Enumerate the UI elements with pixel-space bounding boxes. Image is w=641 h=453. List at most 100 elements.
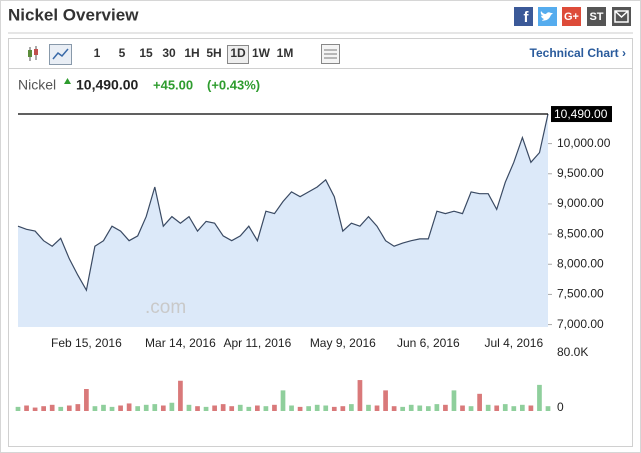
x-tick-label: Jul 4, 2016 xyxy=(484,336,543,350)
volume-bar xyxy=(66,405,72,411)
volume-bar xyxy=(169,402,175,411)
volume-bar xyxy=(528,405,534,411)
volume-bar xyxy=(460,405,465,411)
volume-bar xyxy=(32,407,38,411)
stocktwits-button[interactable] xyxy=(587,7,606,26)
volume-bar xyxy=(520,404,525,411)
widget-title: Nickel Overview xyxy=(8,5,139,24)
interval-button[interactable]: 1 xyxy=(94,46,101,60)
volume-bar xyxy=(237,404,243,411)
volume-bar xyxy=(391,406,397,411)
volume-bar xyxy=(280,390,286,411)
volume-bar xyxy=(357,380,363,411)
volume-bar xyxy=(289,405,294,411)
candle-body xyxy=(34,49,38,55)
volume-bar xyxy=(306,406,311,411)
volume-bar xyxy=(366,404,371,411)
price-change: +45.00 xyxy=(153,77,193,92)
y-tick-label: 9,000.00 xyxy=(557,196,604,210)
volume-bar xyxy=(263,406,269,411)
last-price-label: 10,490.00 xyxy=(554,107,608,121)
volume-bar xyxy=(84,389,89,411)
volume-bar xyxy=(41,406,46,411)
volume-bar xyxy=(349,404,354,411)
y-tick-label: 8,500.00 xyxy=(557,226,604,240)
interval-button[interactable]: 1M xyxy=(277,46,294,60)
volume-bar xyxy=(511,406,517,411)
volume-bar xyxy=(537,384,542,411)
volume-bar xyxy=(502,404,508,411)
x-tick-label: Apr 11, 2016 xyxy=(223,336,291,350)
email-glyph xyxy=(614,10,629,23)
line-icon xyxy=(52,48,69,60)
volume-bar xyxy=(323,405,329,411)
volume-bar xyxy=(195,406,200,411)
interval-active xyxy=(227,45,249,64)
interval-button[interactable]: 5H xyxy=(206,46,221,60)
volume-bar xyxy=(186,404,192,411)
up-arrow xyxy=(64,78,71,84)
y-tick-label: 0 xyxy=(557,400,564,414)
interval-button[interactable]: 5 xyxy=(119,46,126,60)
facebook-button[interactable] xyxy=(514,7,533,26)
googleplus-glyph: G+ xyxy=(564,11,579,23)
volume-bar xyxy=(143,404,149,411)
volume-bar xyxy=(15,406,21,411)
facebook-glyph: f xyxy=(524,9,530,26)
volume-bar xyxy=(255,405,260,411)
candle-icon[interactable] xyxy=(28,46,38,61)
volume-bar xyxy=(374,405,380,411)
candle-body xyxy=(28,50,32,57)
volume-bar xyxy=(58,406,64,411)
x-tick-label: Feb 15, 2016 xyxy=(51,336,122,350)
interval-button[interactable]: 1D xyxy=(230,46,246,60)
interval-button[interactable]: 30 xyxy=(162,46,176,60)
volume-bar xyxy=(443,404,448,411)
volume-bar xyxy=(92,406,98,411)
x-tick-label: May 9, 2016 xyxy=(310,336,376,350)
volume-bar xyxy=(383,390,388,411)
volume-bar xyxy=(212,405,217,411)
interval-button[interactable]: 1W xyxy=(252,46,271,60)
volume-bar xyxy=(425,406,431,411)
volume-bar xyxy=(220,404,226,411)
volume-bar xyxy=(178,380,183,411)
y-tick-label: 80.0K xyxy=(557,345,588,359)
volume-bar xyxy=(494,405,500,411)
volume-bar xyxy=(400,406,406,411)
interval-button[interactable]: 15 xyxy=(139,46,153,60)
volume-bar xyxy=(477,393,482,411)
price-line xyxy=(17,113,549,292)
y-tick-label: 7,500.00 xyxy=(557,287,604,301)
twitter-glyph xyxy=(540,11,553,21)
volume-bar xyxy=(297,406,303,411)
volume-bar xyxy=(314,404,320,411)
volume-bar xyxy=(545,406,551,411)
volume-bar xyxy=(101,404,106,411)
x-tick-label: Mar 14, 2016 xyxy=(145,336,216,350)
volume-bar xyxy=(229,406,235,411)
volume-bar xyxy=(109,406,115,411)
volume-bar xyxy=(126,403,132,411)
volume-bar xyxy=(152,404,158,411)
volume-bar xyxy=(434,404,440,411)
y-tick-label: 7,000.00 xyxy=(557,317,604,331)
area xyxy=(18,114,548,327)
googleplus-button[interactable] xyxy=(562,7,581,26)
volume-bar xyxy=(24,405,29,411)
y-tick-label: 10,000.00 xyxy=(557,136,611,150)
watermark: .com xyxy=(145,297,186,318)
y-tick-label: 8,000.00 xyxy=(557,256,604,270)
volume-bar xyxy=(451,390,457,411)
table-icon-lines xyxy=(324,49,337,59)
volume-bar xyxy=(408,404,414,411)
technical-chart-link[interactable]: Technical Chart › xyxy=(530,46,626,60)
volume-bar xyxy=(340,406,346,411)
volume-bar xyxy=(135,406,141,411)
volume-bar xyxy=(246,406,252,411)
interval-button[interactable]: 1H xyxy=(184,46,199,60)
volume-bar xyxy=(75,404,81,411)
volume-bar xyxy=(468,406,474,411)
volume-bar xyxy=(417,405,423,411)
volume-bar xyxy=(272,404,277,411)
